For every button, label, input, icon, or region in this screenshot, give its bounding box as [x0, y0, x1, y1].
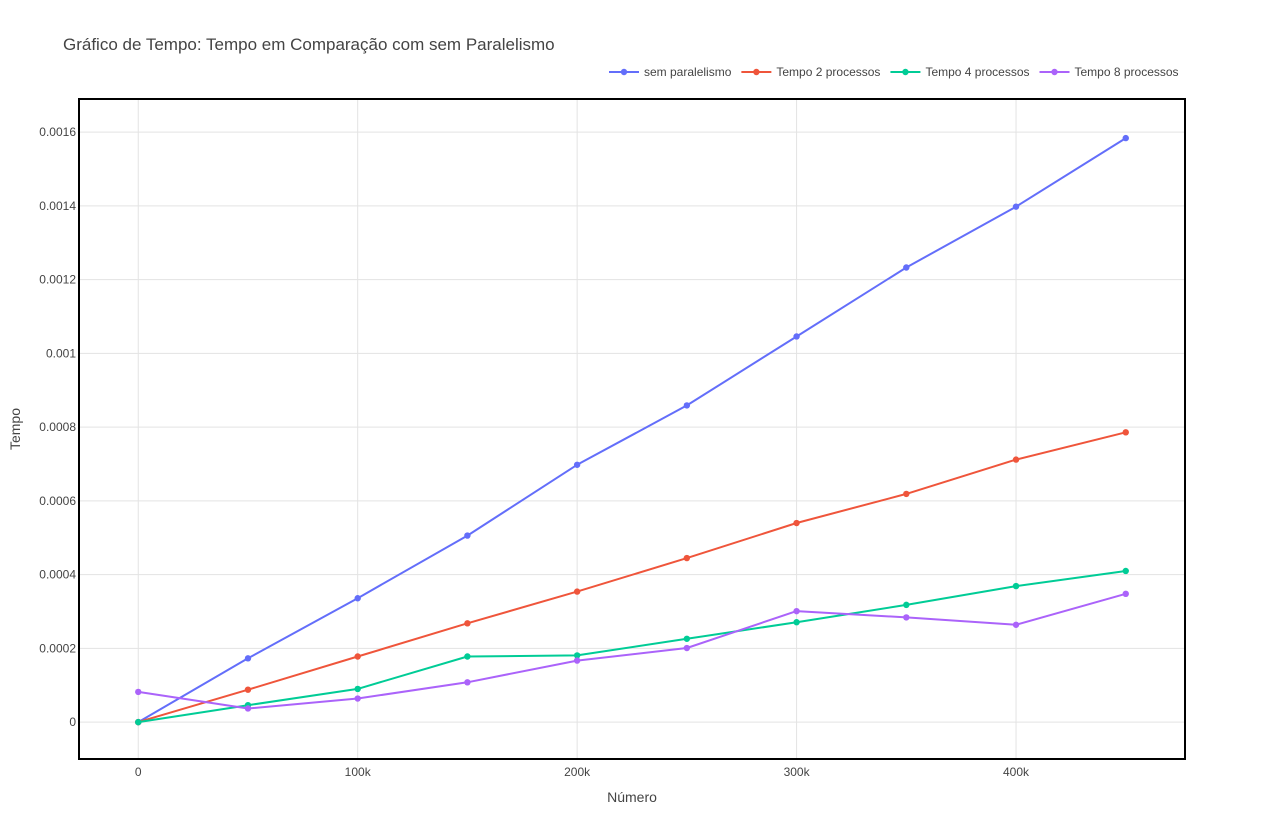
data-point — [903, 601, 910, 609]
data-point — [793, 519, 800, 527]
series-line — [138, 431, 1127, 724]
x-tick-label: 0 — [135, 765, 142, 779]
series-line — [138, 592, 1127, 710]
data-point — [683, 644, 691, 652]
y-axis-ticks: 0 0.0002 0.0004 0.0006 0.0008 0.001 0.0012 0.00… — [39, 125, 76, 729]
data-point — [683, 635, 691, 642]
data-point — [135, 688, 142, 696]
y-tick-label: 0.0004 — [39, 568, 76, 582]
legend-label: Tempo 8 processos — [1075, 65, 1179, 79]
data-point — [464, 653, 471, 660]
chart-title: Gráfico de Tempo: Tempo em Comparação co… — [63, 35, 555, 54]
y-tick-label: 0.0002 — [39, 641, 76, 655]
series-2 — [135, 429, 1129, 726]
data-point — [1122, 134, 1129, 142]
y-tick-label: 0.0012 — [39, 273, 76, 287]
data-point — [573, 588, 581, 595]
legend-marker-icon — [753, 68, 760, 76]
data-point — [244, 655, 252, 662]
data-point — [573, 461, 581, 468]
series-4 — [135, 590, 1129, 712]
grid — [79, 99, 1185, 759]
data-point — [793, 619, 800, 626]
series-line — [137, 137, 1127, 723]
data-point — [793, 333, 800, 340]
legend-label: sem paralelismo — [644, 65, 732, 79]
legend-marker-icon — [620, 68, 628, 76]
data-point — [1012, 582, 1020, 590]
y-tick-label: 0.0014 — [39, 199, 76, 213]
y-tick-label: 0 — [69, 715, 76, 729]
series-layer — [135, 134, 1129, 726]
legend-item[interactable]: Tempo 4 processos — [890, 65, 1030, 79]
data-point — [683, 402, 691, 409]
legend-item[interactable]: Tempo 2 processos — [741, 65, 880, 79]
data-point — [1122, 590, 1129, 598]
data-point — [464, 620, 471, 627]
data-point — [903, 614, 910, 621]
data-point — [573, 652, 581, 659]
y-tick-label: 0.001 — [46, 346, 76, 360]
data-point — [1122, 567, 1129, 575]
data-point — [354, 595, 361, 602]
data-point — [244, 705, 252, 712]
data-point — [573, 657, 581, 664]
series-1 — [135, 134, 1129, 726]
legend-label: Tempo 4 processos — [925, 65, 1029, 79]
data-point — [354, 685, 361, 693]
data-point — [464, 679, 471, 686]
data-point — [1012, 621, 1020, 628]
y-axis-title: Tempo — [7, 408, 23, 450]
data-point — [903, 264, 910, 271]
data-point — [354, 653, 361, 660]
x-tick-label: 400k — [1003, 765, 1030, 779]
data-point — [464, 532, 471, 539]
data-point — [1012, 203, 1020, 210]
x-tick-label: 200k — [564, 765, 591, 779]
x-tick-label: 100k — [345, 765, 372, 779]
y-tick-label: 0.0008 — [39, 420, 76, 434]
data-point — [1012, 456, 1020, 463]
x-axis-ticks: 0 100k 200k 300k 400k — [135, 765, 1030, 779]
data-point — [683, 554, 691, 562]
x-axis-title: Número — [607, 789, 657, 805]
plot-frame — [78, 98, 1186, 760]
y-tick-label: 0.0006 — [39, 494, 76, 508]
legend-marker-icon — [1051, 68, 1058, 76]
legend: sem paralelismo Tempo 2 processos Tempo 4 … — [609, 65, 1179, 79]
x-tick-label: 300k — [784, 765, 811, 779]
legend-label: Tempo 2 processos — [776, 65, 880, 79]
series-line — [138, 570, 1126, 724]
data-point — [793, 607, 800, 615]
data-point — [135, 718, 142, 726]
legend-marker-icon — [902, 68, 909, 76]
y-tick-label: 0.0016 — [39, 125, 76, 139]
legend-item[interactable]: sem paralelismo — [609, 65, 732, 79]
series-3 — [135, 567, 1129, 726]
data-point — [354, 695, 361, 702]
data-point — [903, 490, 910, 498]
data-point — [244, 686, 252, 693]
data-point — [1122, 429, 1129, 436]
legend-item[interactable]: Tempo 8 processos — [1039, 65, 1179, 79]
